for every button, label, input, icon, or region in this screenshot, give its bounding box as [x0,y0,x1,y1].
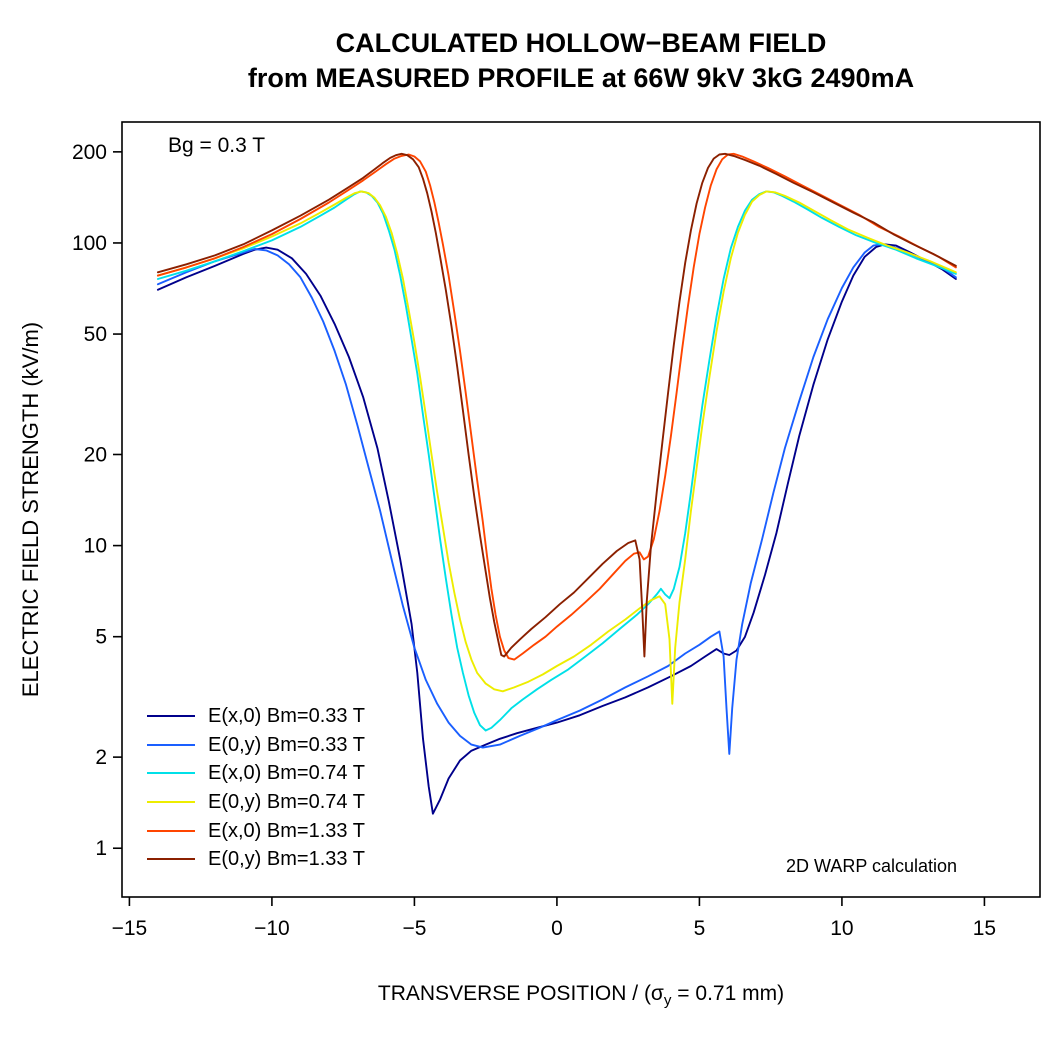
x-tick-label: −15 [112,917,148,940]
series-line-4 [156,152,957,661]
warp-credit-annotation: 2D WARP calculation [786,856,958,876]
sigma-subscript: y [663,992,672,1010]
legend-line-swatch [147,829,195,832]
legend-label: E(0,y) Bm=0.33 T [208,733,365,756]
legend-item: E(x,0) Bm=0.74 T [147,759,365,788]
chart-title-line2: from MEASURED PROFILE at 66W 9kV 3kG 249… [247,63,915,93]
legend-label: E(x,0) Bm=1.33 T [208,819,365,842]
chart-title: CALCULATED HOLLOW−BEAM FIELD from MEASUR… [122,26,1040,96]
x-tick-label: 15 [973,917,996,940]
axis-box [121,121,1041,898]
legend-line-swatch [147,858,195,861]
legend-label: E(x,0) Bm=0.74 T [208,762,365,785]
legend-line-swatch [147,801,195,804]
legend-line-swatch [147,743,195,746]
y-axis-label: ELECTRIC FIELD STRENGTH (kV/m) [18,321,43,698]
x-tick-label: 10 [830,917,853,940]
legend-item: E(0,y) Bm=1.33 T [147,845,365,874]
legend-item: E(x,0) Bm=0.33 T [147,702,365,731]
y-tick-label: 5 [95,626,107,649]
y-tick-label: 10 [84,535,107,558]
legend-line-swatch [147,715,195,718]
legend-item: E(0,y) Bm=0.74 T [147,788,365,817]
legend-item: E(x,0) Bm=1.33 T [147,816,365,845]
x-tick-label: −10 [254,917,290,940]
series-line-5 [156,152,957,658]
x-tick-label: 5 [694,917,706,940]
y-tick-label: 1 [95,837,107,860]
legend-item: E(0,y) Bm=0.33 T [147,731,365,760]
y-tick-label: 20 [84,443,107,466]
gun-field-annotation: Bg = 0.3 T [168,134,266,157]
legend: E(x,0) Bm=0.33 T E(0,y) Bm=0.33 T E(x,0)… [147,702,365,874]
y-tick-label: 100 [72,232,107,255]
chart-title-line1: CALCULATED HOLLOW−BEAM FIELD [335,28,827,58]
series-line-0 [156,243,957,815]
series-line-1 [156,243,957,755]
y-tick-label: 200 [72,141,107,164]
legend-line-swatch [147,772,195,775]
legend-label: E(0,y) Bm=1.33 T [208,848,365,871]
legend-label: E(x,0) Bm=0.33 T [208,705,365,728]
y-tick-label: 50 [84,323,107,346]
y-tick-label: 2 [95,746,107,769]
x-axis-label: TRANSVERSE POSITION / (σy = 0.71 mm) [377,982,785,1010]
x-tick-label: 0 [551,917,563,940]
series-line-3 [156,190,957,705]
legend-label: E(0,y) Bm=0.74 T [208,791,365,814]
series-line-2 [156,190,957,732]
x-tick-label: −5 [402,917,426,940]
